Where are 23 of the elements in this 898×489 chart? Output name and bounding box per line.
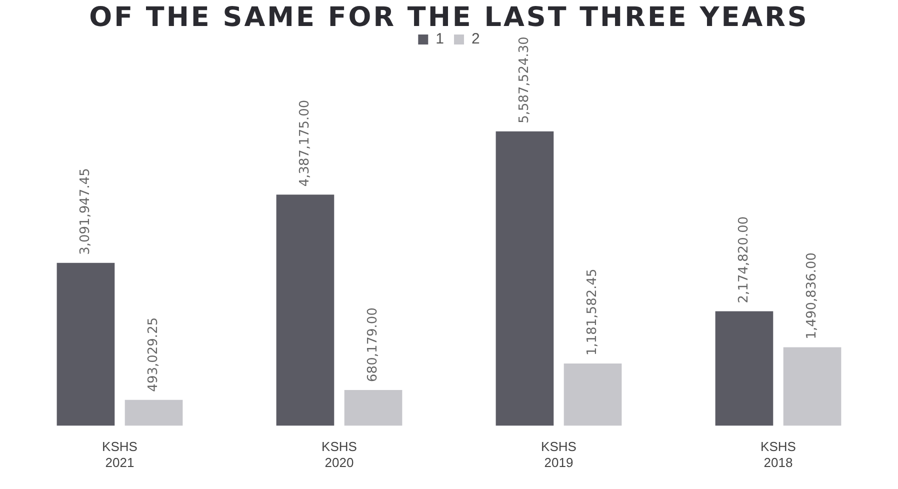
data-label: 680,179.00 <box>366 308 381 382</box>
x-tick-label: KSHS 2019 <box>541 439 577 470</box>
data-label: 4,387,175.00 <box>298 100 313 187</box>
bar <box>564 364 622 426</box>
bar <box>344 390 402 426</box>
x-tick-label: KSHS 2020 <box>322 439 358 470</box>
bar <box>715 311 774 426</box>
bar <box>496 131 554 426</box>
legend-label: 2 <box>472 30 480 48</box>
data-label: 3,091,947.45 <box>78 168 94 255</box>
bar <box>276 194 334 426</box>
x-tick-label: KSHS 2018 <box>760 439 796 470</box>
chart-title: OF THE SAME FOR THE LAST THREE YEARS <box>88 2 810 33</box>
bar <box>124 400 183 426</box>
data-label: 2,174,820.00 <box>736 216 752 304</box>
data-label: 1,490,836.00 <box>804 252 820 340</box>
x-tick-label: KSHS 2021 <box>102 439 138 470</box>
data-label: 493,029.25 <box>146 317 162 392</box>
legend-label: 1 <box>436 30 444 48</box>
bar <box>783 347 842 426</box>
data-label: 5,587,524.30 <box>517 36 532 124</box>
data-label: 1,181,582.45 <box>585 268 600 356</box>
bar <box>56 262 115 426</box>
